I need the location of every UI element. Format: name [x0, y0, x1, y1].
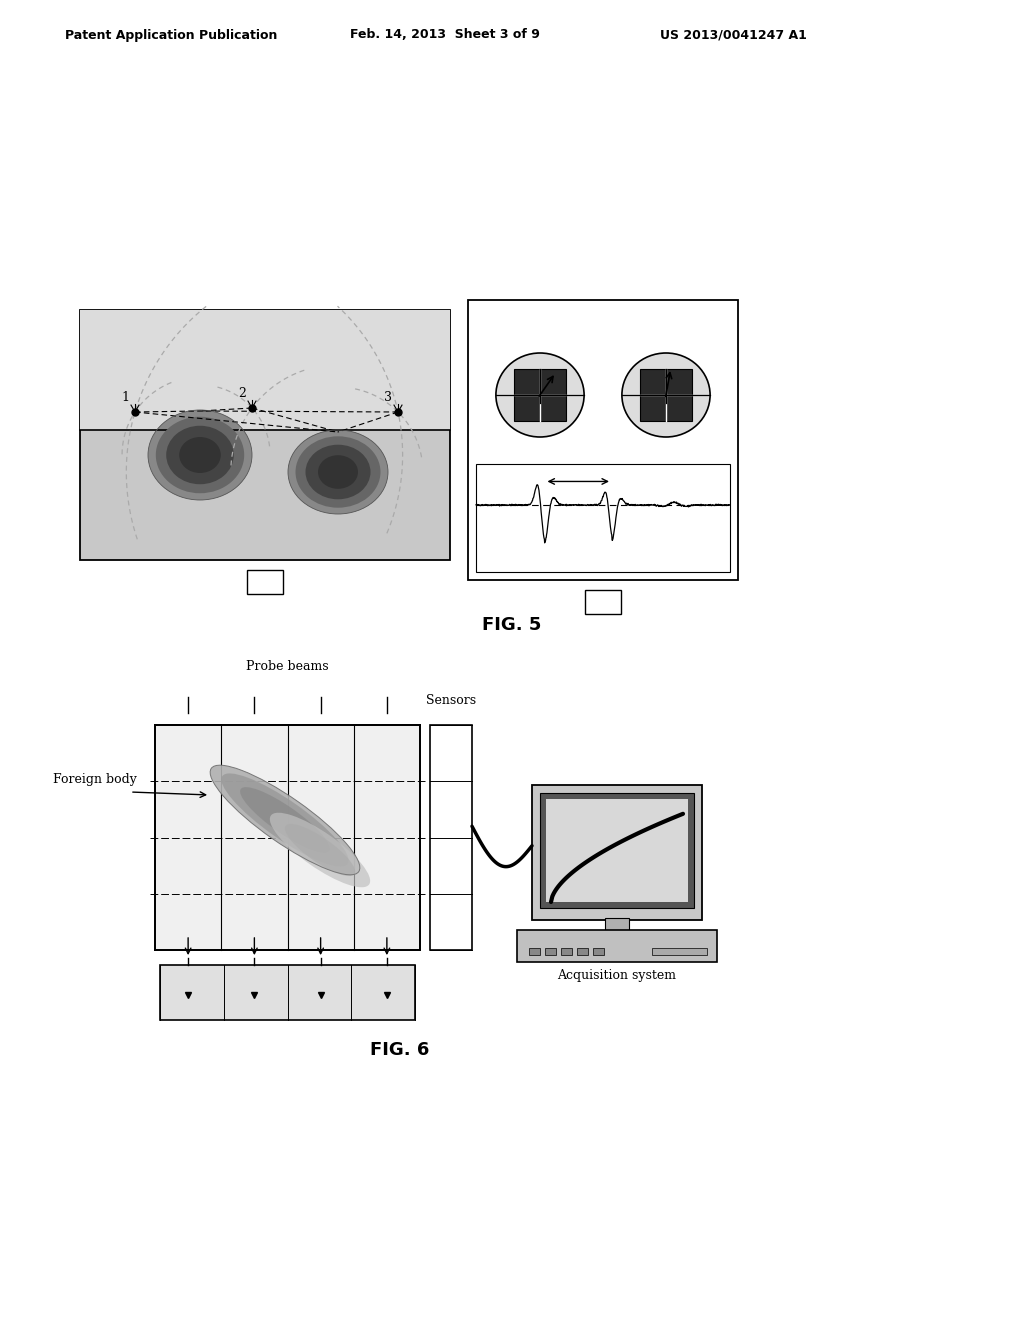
Ellipse shape	[288, 430, 388, 513]
Ellipse shape	[166, 426, 233, 484]
Ellipse shape	[622, 352, 710, 437]
Text: FIG. 6: FIG. 6	[371, 1041, 430, 1059]
Bar	[546, 799, 688, 902]
Text: L: L	[196, 459, 205, 474]
Text: US 2013/0041247 A1: US 2013/0041247 A1	[660, 29, 807, 41]
Text: Acquisition system: Acquisition system	[557, 969, 677, 982]
Text: Second: Second	[644, 445, 688, 458]
Text: D: D	[675, 404, 683, 413]
Bar	[585, 590, 621, 614]
Ellipse shape	[296, 437, 381, 508]
Bar	[652, 948, 707, 954]
Bar	[80, 310, 450, 560]
Text: D: D	[549, 404, 557, 413]
Text: C: C	[649, 404, 656, 413]
Bar	[514, 370, 566, 421]
Bar	[561, 948, 572, 954]
Text: Produced signal: Produced signal	[488, 554, 579, 564]
Ellipse shape	[240, 787, 330, 853]
Text: First event: First event	[508, 445, 572, 458]
Ellipse shape	[305, 445, 371, 499]
Bar	[247, 570, 283, 594]
Text: R: R	[333, 475, 343, 490]
Ellipse shape	[285, 824, 355, 876]
Text: 2: 2	[238, 387, 246, 400]
Ellipse shape	[210, 766, 359, 875]
Ellipse shape	[156, 417, 244, 494]
Text: Δt delay: Δt delay	[554, 459, 602, 473]
Bar	[545, 948, 556, 954]
Text: Probe beams: Probe beams	[246, 660, 329, 673]
Ellipse shape	[221, 774, 348, 867]
Ellipse shape	[148, 411, 252, 500]
Bar	[529, 948, 540, 954]
Text: 1: 1	[121, 391, 129, 404]
Bar	[593, 948, 604, 954]
Text: B: B	[550, 378, 557, 387]
Bar	[532, 785, 702, 920]
Text: A: A	[649, 378, 656, 387]
Text: Sensor 2: Sensor 2	[575, 308, 631, 321]
Bar	[605, 917, 629, 932]
Text: Feb. 14, 2013  Sheet 3 of 9: Feb. 14, 2013 Sheet 3 of 9	[350, 29, 540, 41]
Text: Foreign body: Foreign body	[53, 774, 137, 787]
Bar	[540, 793, 694, 908]
Bar	[430, 725, 472, 950]
Ellipse shape	[496, 352, 584, 437]
Bar	[468, 300, 738, 579]
Text: C: C	[523, 404, 530, 413]
Text: Patent Application Publication: Patent Application Publication	[65, 29, 278, 41]
Bar	[155, 725, 420, 950]
Bar	[640, 370, 692, 421]
Bar	[517, 931, 717, 962]
Bar	[160, 965, 415, 1020]
Ellipse shape	[270, 813, 370, 887]
Bar	[577, 948, 588, 954]
Ellipse shape	[179, 437, 221, 473]
Text: B: B	[676, 378, 683, 387]
Text: Sensors: Sensors	[426, 693, 476, 706]
Text: A: A	[523, 378, 530, 387]
Ellipse shape	[318, 455, 358, 488]
Bar	[80, 310, 450, 430]
Text: B: B	[598, 595, 608, 609]
Text: FIG. 5: FIG. 5	[482, 616, 542, 634]
Bar	[476, 465, 730, 572]
Text: 3: 3	[384, 391, 392, 404]
Text: A: A	[260, 576, 270, 589]
